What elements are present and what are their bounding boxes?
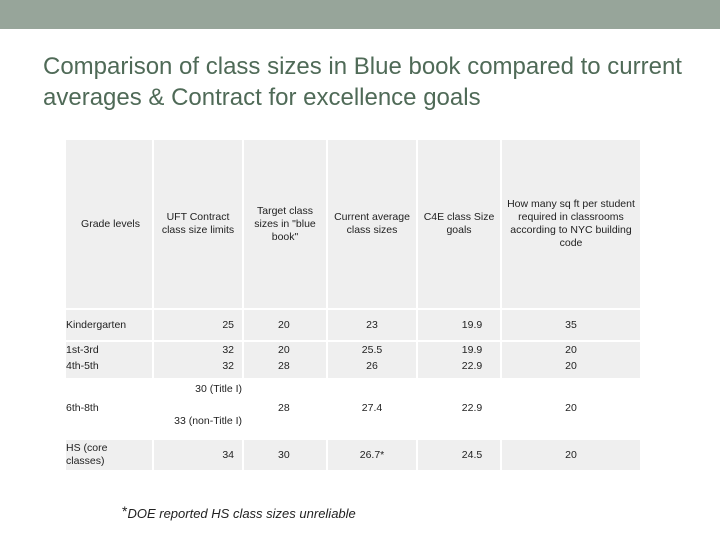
cell-target: 20 xyxy=(278,318,290,331)
cell-grade: Kindergarten xyxy=(66,318,127,331)
cell-target: 20 xyxy=(278,343,290,356)
top-banner xyxy=(0,0,720,29)
cell-uft-title-i: 30 (Title I) xyxy=(195,382,242,395)
cell-uft-non-title-i: 33 (non-Title I) xyxy=(174,414,242,427)
header-c4e-goals: C4E class Size goals xyxy=(423,211,495,236)
cell-c4e: 19.9 xyxy=(461,318,483,331)
header-sq-ft-per-student: How many sq ft per student required in c… xyxy=(507,198,635,249)
header-band xyxy=(66,140,640,308)
cell-grade: 4th-5th xyxy=(66,359,99,372)
col-divider xyxy=(416,140,418,470)
col-divider xyxy=(152,140,154,470)
cell-sqft: 20 xyxy=(565,359,577,372)
cell-grade: 1st-3rd xyxy=(66,343,99,356)
cell-uft: 25 xyxy=(222,318,234,331)
cell-current: 26 xyxy=(366,359,378,372)
class-size-table: Grade levels UFT Contract class size lim… xyxy=(66,140,640,470)
header-blue-book-target: Target class sizes in "blue book" xyxy=(254,204,316,243)
cell-current: 27.4 xyxy=(361,401,383,414)
cell-grade: 6th-8th xyxy=(66,401,99,414)
slide-title: Comparison of class sizes in Blue book c… xyxy=(43,53,682,111)
row-band-elementary xyxy=(66,342,640,378)
cell-target: 28 xyxy=(278,359,290,372)
cell-uft: 34 xyxy=(222,448,234,461)
cell-current: 26.7* xyxy=(359,448,385,461)
row-band-middle xyxy=(66,380,640,438)
cell-sqft: 20 xyxy=(565,343,577,356)
cell-target: 28 xyxy=(278,401,290,414)
cell-c4e: 22.9 xyxy=(461,401,483,414)
col-divider xyxy=(242,140,244,470)
footnote-marker: * xyxy=(122,503,128,519)
cell-current: 23 xyxy=(366,318,378,331)
header-uft-limits: UFT Contract class size limits xyxy=(161,211,235,236)
cell-sqft: 20 xyxy=(565,448,577,461)
cell-c4e: 24.5 xyxy=(461,448,483,461)
row-band-hs xyxy=(66,440,640,470)
cell-current: 25.5 xyxy=(361,343,383,356)
cell-uft: 32 xyxy=(222,359,234,372)
cell-c4e: 22.9 xyxy=(461,359,483,372)
col-divider xyxy=(326,140,328,470)
header-current-average: Current average class sizes xyxy=(334,211,410,236)
cell-uft: 32 xyxy=(222,343,234,356)
cell-c4e: 19.9 xyxy=(461,343,483,356)
cell-sqft: 35 xyxy=(565,318,577,331)
col-divider xyxy=(500,140,502,470)
cell-sqft: 20 xyxy=(565,401,577,414)
cell-target: 30 xyxy=(278,448,290,461)
row-band-kindergarten xyxy=(66,310,640,340)
footnote: *DOE reported HS class sizes unreliable xyxy=(122,503,356,521)
footnote-text: DOE reported HS class sizes unreliable xyxy=(127,506,356,521)
header-grade-levels: Grade levels xyxy=(81,217,140,230)
cell-grade: HS (core classes) xyxy=(66,442,108,467)
